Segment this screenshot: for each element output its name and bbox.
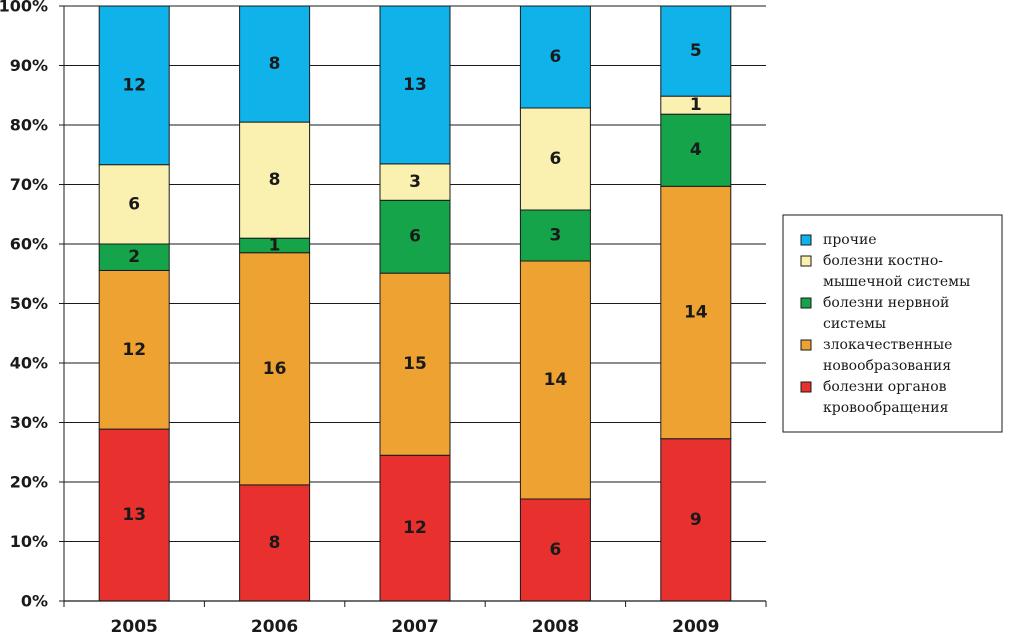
bar-segment [660,438,732,602]
y-axis: 0% 10% 20% 30% 40% 50% 60% 70% 80% 90% 100% [0,0,65,611]
x-tick-label: 2009 [672,617,719,637]
bar-value-label: 3 [549,226,561,246]
bar-segment [98,428,170,602]
bar-value-label: 14 [684,303,708,323]
legend-label: прочие [823,232,877,248]
bar-value-label: 14 [544,370,568,390]
bar-value-label: 8 [269,54,281,74]
bar-value-label: 13 [403,75,427,95]
bar-value-label: 12 [122,75,146,95]
bar-value-label: 2 [128,247,140,267]
bar-segment [239,252,311,486]
legend-label: болезни нервной [823,295,949,311]
bar-segment [379,454,451,602]
bar-segment [519,209,591,262]
legend-swatch [800,297,812,309]
y-tick-label: 0% [21,592,48,611]
y-tick-label: 60% [10,235,48,254]
bar-value-label: 6 [549,540,561,560]
bar-value-label: 12 [122,340,146,360]
y-tick-label: 10% [10,532,48,551]
bar-value-label: 6 [128,194,140,214]
y-tick-label: 70% [10,175,48,194]
legend-label: болезни костно- [823,253,943,269]
bar-segment [519,107,591,211]
legend: прочие болезни костно-мышечной системы бол… [782,214,1003,433]
bar-value-label: 1 [269,235,281,255]
y-tick-label: 50% [10,294,48,313]
bar-value-label: 6 [549,149,561,169]
legend-box [782,214,1003,433]
bar-segment [379,199,451,274]
x-axis: 2005 2006 2007 2008 2009 [63,600,767,637]
bar-segment [379,5,451,165]
legend-label: мышечной системы [823,274,970,290]
legend-label: болезни органов [823,379,947,395]
legend-swatch [800,255,812,267]
bar-value-label: 16 [263,359,287,379]
x-tick-label: 2005 [111,617,158,637]
bar-value-label: 4 [690,140,702,160]
y-tick-label: 40% [10,354,48,373]
bar-segment [519,498,591,602]
x-tick-label: 2006 [251,617,298,637]
x-tick-label: 2008 [532,617,579,637]
bar-value-label: 8 [269,170,281,190]
bar-value-label: 6 [409,227,421,247]
bar-segment [239,5,311,123]
bar-value-label: 1 [690,95,702,115]
bar-segment [98,5,170,166]
y-tick-label: 80% [10,116,48,135]
bar-segment [660,113,732,187]
bar-segment [660,5,732,97]
legend-swatch [800,234,812,246]
legend-label: злокачественные [823,337,952,353]
bar-segment [239,484,311,602]
y-tick-label: 30% [10,413,48,432]
y-tick-label: 90% [10,56,48,75]
bar-segment [379,163,451,201]
x-tick-label: 2007 [391,617,438,637]
legend-label: новообразования [823,358,951,374]
bar-segment [519,5,591,109]
bar-value-label: 6 [549,47,561,67]
bar-value-label: 9 [690,510,702,530]
bar-value-label: 3 [409,172,421,192]
bar-segment [98,164,170,245]
legend-swatch [800,339,812,351]
bar-value-label: 8 [269,533,281,553]
bar-value-label: 5 [690,41,702,61]
bar-value-label: 12 [403,518,427,538]
legend-label: системы [823,316,886,332]
bar-value-label: 13 [122,505,146,525]
bar-segment [660,185,732,440]
y-tick-label: 20% [10,473,48,492]
y-tick-label: 100% [0,0,48,16]
bar-value-label: 15 [403,354,427,374]
legend-swatch [800,381,812,393]
legend-label: кровообращения [823,400,949,416]
bar-segment [98,269,170,430]
